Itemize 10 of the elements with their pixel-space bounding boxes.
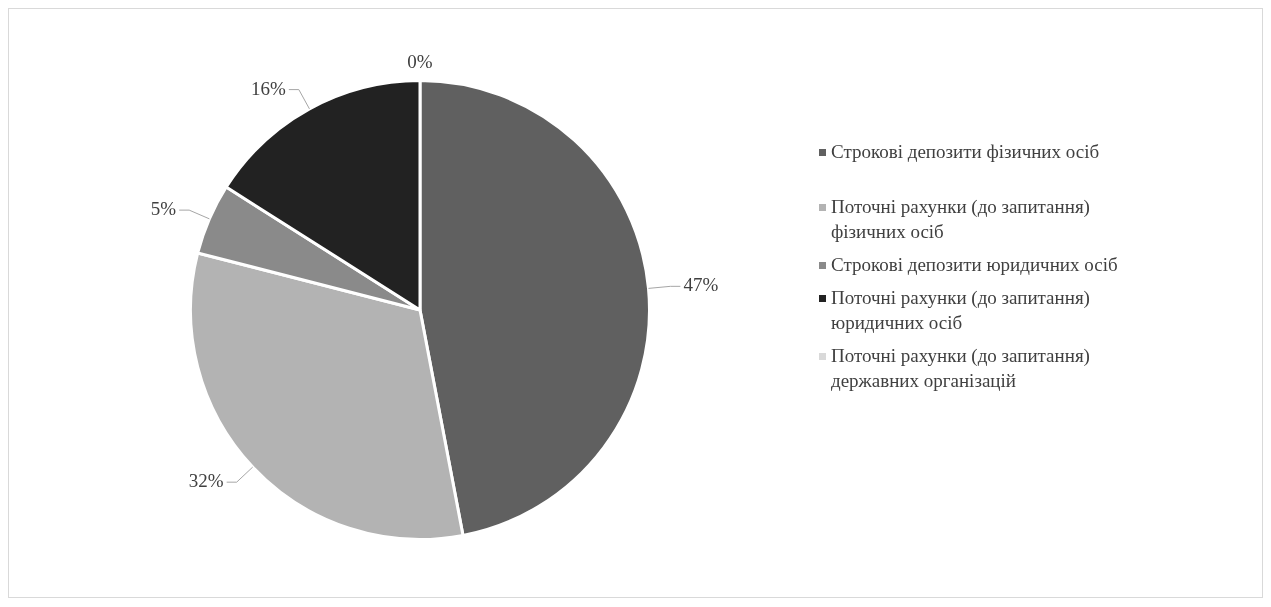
legend-label: Поточні рахунки (до запитання) фізичних осіб [831, 195, 1091, 244]
data-label: 5% [150, 198, 177, 220]
text: 0% [407, 50, 433, 72]
data-label: 47% [683, 274, 719, 296]
legend-label: Строкові депозити юридичних осіб [831, 253, 1119, 277]
data-label: 16% [251, 77, 287, 99]
data-label: 32% [188, 470, 224, 492]
legend-label: Поточні рахунки (до запитання) юридичних осіб [831, 286, 1091, 335]
legend-label: Поточні рахунки (до запитання) державних організацій [831, 344, 1091, 393]
legend-label: Строкові депозити фізичних осіб [831, 140, 1101, 164]
